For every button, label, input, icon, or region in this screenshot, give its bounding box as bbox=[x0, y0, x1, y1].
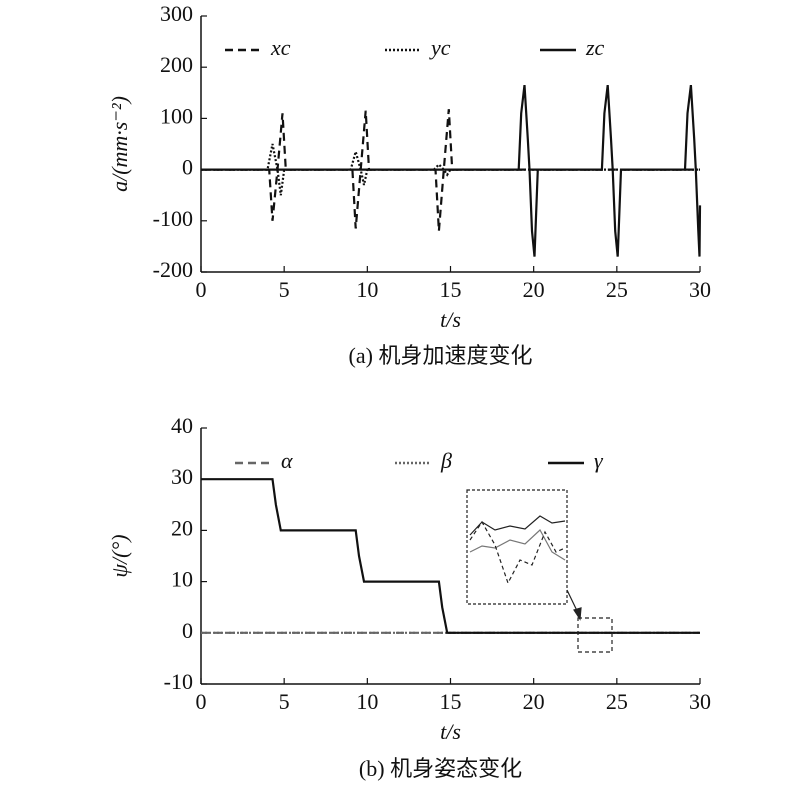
legend-label: α bbox=[281, 448, 293, 473]
inset-line bbox=[469, 529, 566, 561]
y-axis-title: ψ/(°) bbox=[107, 534, 132, 577]
x-tick-label: 10 bbox=[356, 689, 378, 714]
legend-label: β bbox=[440, 448, 452, 473]
inset-line bbox=[469, 515, 566, 536]
x-tick-label: 15 bbox=[440, 689, 462, 714]
series-line bbox=[201, 478, 700, 634]
y-tick-label: 40 bbox=[171, 413, 193, 438]
y-tick-label: 0 bbox=[182, 155, 193, 180]
y-tick-label: 300 bbox=[160, 1, 193, 26]
x-tick-label: 20 bbox=[523, 277, 545, 302]
legend-label: γ bbox=[594, 448, 604, 473]
y-tick-label: 0 bbox=[182, 618, 193, 643]
inset-frame bbox=[466, 489, 568, 605]
y-tick-label: -100 bbox=[153, 206, 193, 231]
x-axis-title: t/s bbox=[440, 307, 461, 332]
legend-label: xc bbox=[270, 35, 291, 60]
zoom-box bbox=[577, 617, 613, 653]
inset-line bbox=[469, 520, 566, 585]
x-tick-label: 20 bbox=[523, 689, 545, 714]
x-tick-label: 15 bbox=[440, 277, 462, 302]
y-tick-label: 10 bbox=[171, 567, 193, 592]
x-tick-label: 0 bbox=[196, 277, 207, 302]
y-tick-label: 100 bbox=[160, 103, 193, 128]
x-tick-label: 10 bbox=[356, 277, 378, 302]
chart-title: (a) 机身加速度变化 bbox=[349, 343, 533, 368]
x-tick-label: 5 bbox=[279, 277, 290, 302]
x-axis-title: t/s bbox=[440, 719, 461, 744]
chart: -200 -100 0 100 200 300 0 5 10 15 20 25 30 t/s a/(mm·s… bbox=[107, 1, 711, 368]
y-axis-title: a/(mm·s⁻²) bbox=[107, 96, 132, 192]
zoom-annotation bbox=[466, 489, 613, 653]
x-tick-label: 25 bbox=[606, 689, 628, 714]
arrow-head bbox=[573, 607, 582, 621]
x-tick-label: 30 bbox=[689, 277, 711, 302]
series-line bbox=[201, 84, 702, 257]
y-tick-label: -200 bbox=[153, 257, 193, 282]
x-tick-label: 30 bbox=[689, 689, 711, 714]
legend-label: yc bbox=[429, 35, 451, 60]
x-tick-label: 25 bbox=[606, 277, 628, 302]
chart-title: (b) 机身姿态变化 bbox=[359, 756, 522, 781]
y-tick-label: 30 bbox=[171, 464, 193, 489]
y-tick-label: 20 bbox=[171, 515, 193, 540]
y-tick-label: -10 bbox=[164, 669, 193, 694]
legend-label: zc bbox=[585, 35, 605, 60]
x-tick-label: 0 bbox=[196, 689, 207, 714]
x-tick-label: 5 bbox=[279, 689, 290, 714]
y-tick-label: 200 bbox=[160, 52, 193, 77]
